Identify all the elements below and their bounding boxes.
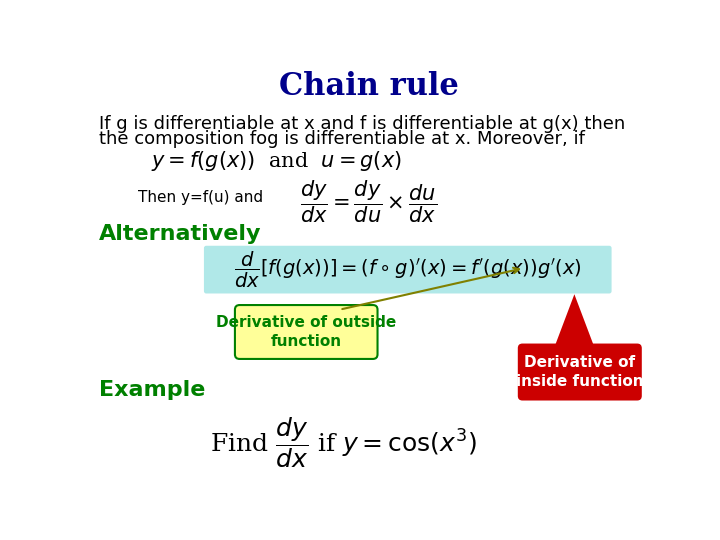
Text: $\dfrac{dy}{dx} = \dfrac{dy}{du} \times \dfrac{du}{dx}$: $\dfrac{dy}{dx} = \dfrac{dy}{du} \times … [300,179,438,225]
Polygon shape [554,294,595,350]
Text: Derivative of
inside function: Derivative of inside function [516,355,644,389]
Text: Chain rule: Chain rule [279,71,459,102]
Text: $y = f(g(x))$  and  $u = g(x)$: $y = f(g(x))$ and $u = g(x)$ [150,149,401,173]
Text: Example: Example [99,380,206,400]
Text: the composition fog is differentiable at x. Moreover, if: the composition fog is differentiable at… [99,130,585,148]
FancyBboxPatch shape [204,246,611,294]
Text: $\dfrac{d}{dx}\left[f(g(x))\right] = \left(f \circ g\right)'(x) = f'(g(x))g'(x)$: $\dfrac{d}{dx}\left[f(g(x))\right] = \le… [234,249,582,289]
Text: Then y=f(u) and: Then y=f(u) and [138,190,264,205]
Text: If g is differentiable at x and f is differentiable at g(x) then: If g is differentiable at x and f is dif… [99,115,626,133]
Text: Alternatively: Alternatively [99,224,262,244]
Text: Derivative of outside
function: Derivative of outside function [216,315,396,349]
FancyBboxPatch shape [235,305,377,359]
Text: Find $\dfrac{dy}{dx}$ if $y = \cos(x^3)$: Find $\dfrac{dy}{dx}$ if $y = \cos(x^3)$ [210,415,477,469]
FancyBboxPatch shape [518,343,642,401]
